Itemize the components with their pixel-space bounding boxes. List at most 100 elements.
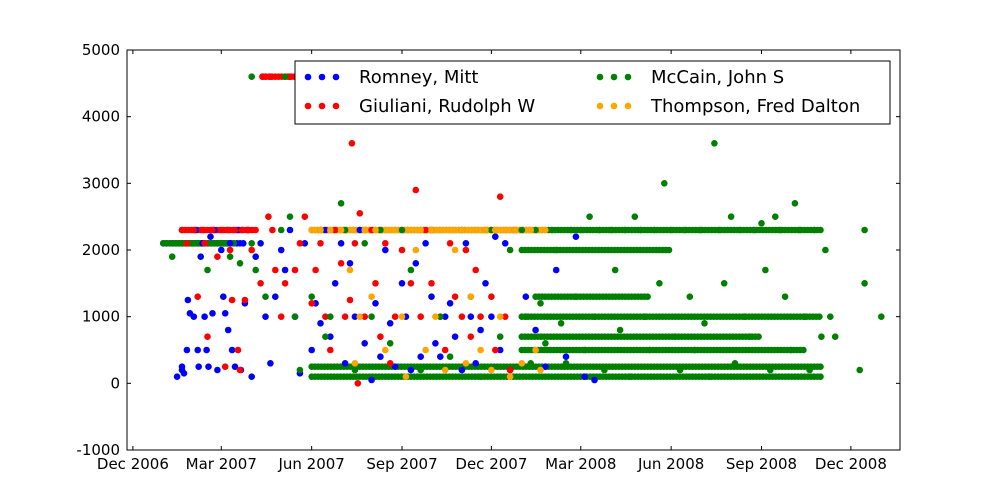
data-point — [776, 226, 784, 234]
data-point — [437, 226, 444, 234]
data-point — [437, 313, 444, 321]
data-point — [391, 226, 399, 234]
data-point — [356, 226, 364, 234]
data-point — [501, 240, 509, 247]
data-point — [562, 360, 570, 367]
data-point — [257, 240, 264, 247]
data-point — [291, 313, 299, 321]
data-point — [301, 240, 309, 247]
y-tick-label: 0 — [110, 374, 120, 392]
data-point — [755, 333, 762, 341]
data-point — [322, 313, 329, 321]
data-point — [458, 226, 466, 234]
data-point — [386, 360, 394, 367]
data-point — [806, 366, 813, 374]
data-point — [183, 346, 191, 354]
data-point — [667, 226, 675, 234]
data-point — [312, 266, 319, 274]
data-point — [506, 373, 514, 381]
data-point — [226, 240, 234, 247]
data-point — [446, 226, 454, 234]
data-point — [656, 280, 663, 287]
data-point — [817, 363, 824, 371]
data-point — [827, 313, 834, 321]
data-point — [218, 226, 225, 234]
data-point — [518, 226, 526, 234]
data-point — [477, 346, 484, 354]
data-point — [482, 280, 489, 287]
data-point — [492, 226, 499, 234]
data-point — [377, 333, 384, 341]
legend-marker — [332, 102, 340, 110]
data-point — [781, 293, 789, 301]
legend-box — [294, 60, 891, 125]
data-point — [621, 226, 629, 234]
data-point — [532, 326, 539, 334]
data-point — [787, 346, 795, 354]
data-point — [856, 366, 863, 374]
data-point — [377, 353, 384, 361]
y-axis: -1000 0 1000 2000 3000 4000 5000 — [76, 41, 900, 459]
data-point — [228, 296, 236, 304]
data-point — [291, 266, 299, 274]
data-point — [207, 233, 214, 240]
data-point — [351, 360, 359, 367]
data-point — [552, 266, 560, 274]
data-point — [446, 240, 454, 247]
data-point — [341, 360, 349, 367]
data-point — [711, 140, 718, 147]
data-point — [248, 73, 255, 80]
data-point — [351, 313, 359, 321]
data-point — [496, 313, 504, 321]
data-point — [572, 233, 580, 240]
legend-label: Giuliani, Rudolph W — [359, 96, 535, 117]
data-point — [407, 280, 415, 287]
data-point — [861, 226, 868, 234]
data-point — [818, 333, 825, 341]
data-point — [492, 233, 499, 240]
data-point — [451, 246, 459, 254]
data-point — [272, 266, 279, 274]
data-point — [751, 226, 758, 234]
data-point — [811, 226, 818, 234]
data-point — [351, 366, 359, 374]
points-layer — [160, 73, 885, 387]
data-point — [372, 226, 379, 234]
data-point — [796, 226, 804, 234]
data-point — [412, 260, 420, 267]
data-point — [532, 346, 539, 354]
data-point — [631, 213, 639, 220]
data-point — [596, 226, 603, 234]
data-point — [398, 313, 406, 321]
data-point — [337, 240, 345, 247]
x-tick-label: Dec 2008 — [815, 455, 887, 473]
data-point — [257, 280, 264, 287]
data-point — [301, 213, 309, 220]
data-point — [331, 280, 339, 287]
data-point — [286, 73, 294, 80]
data-point — [248, 240, 255, 247]
data-point — [549, 226, 556, 234]
data-point — [432, 340, 439, 347]
data-point — [322, 226, 329, 234]
data-point — [337, 200, 345, 207]
y-tick-label: 1000 — [82, 308, 120, 326]
data-point — [209, 226, 216, 234]
data-point — [197, 253, 204, 260]
data-point — [327, 346, 334, 354]
data-point — [267, 73, 274, 80]
data-point — [231, 363, 239, 371]
y-tick-label: 2000 — [82, 241, 120, 259]
data-point — [351, 240, 359, 247]
data-point — [537, 300, 544, 307]
data-point — [542, 363, 549, 371]
data-point — [168, 253, 176, 260]
data-point — [398, 246, 406, 254]
x-tick-label: Sep 2008 — [726, 455, 797, 473]
legend-marker — [624, 73, 632, 81]
data-point — [518, 360, 526, 367]
data-point — [496, 346, 504, 354]
data-point — [591, 313, 598, 321]
x-tick-label: Mar 2007 — [186, 455, 257, 473]
